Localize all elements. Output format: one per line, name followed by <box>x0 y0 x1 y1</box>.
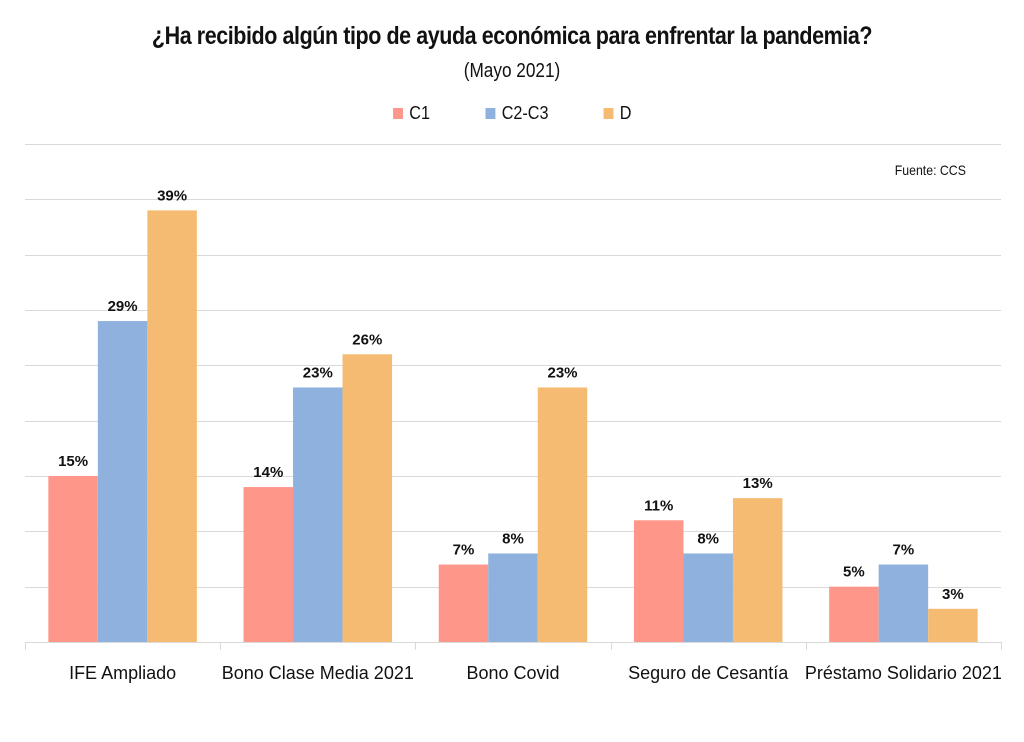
x-tick-label: Bono Covid <box>466 663 559 683</box>
x-tick-label: IFE Ampliado <box>69 663 176 683</box>
legend-swatch-c1 <box>393 108 403 119</box>
legend-item-c1: C1 <box>393 103 430 124</box>
data-label: 23% <box>303 364 333 381</box>
data-label: 5% <box>843 564 865 581</box>
source-note: Fuente: CCS <box>894 162 966 178</box>
data-label: 39% <box>157 187 187 204</box>
legend-swatch-c2c3 <box>485 108 496 119</box>
bar <box>878 564 929 642</box>
bar <box>829 586 879 642</box>
bar <box>342 354 393 642</box>
bar <box>243 487 294 642</box>
legend: C1 C2-C3 D <box>0 103 1024 124</box>
x-tick-label: Seguro de Cesantía <box>628 663 789 683</box>
data-label: 29% <box>108 298 138 315</box>
bar <box>928 608 978 642</box>
legend-swatch-d <box>603 108 614 119</box>
bar <box>683 553 733 642</box>
data-label: 15% <box>58 453 88 470</box>
chart-subtitle: (Mayo 2021) <box>463 60 561 82</box>
x-tick-label: Bono Clase Media 2021 <box>222 663 414 683</box>
legend-item-d: D <box>603 103 632 124</box>
data-label: 13% <box>743 475 773 492</box>
data-label: 8% <box>502 530 524 547</box>
data-label: 23% <box>547 364 577 381</box>
bar <box>97 321 148 642</box>
bar <box>293 387 343 642</box>
data-label: 26% <box>352 331 382 348</box>
data-label: 8% <box>697 530 719 547</box>
legend-item-c2c3: C2-C3 <box>485 103 549 124</box>
data-label: 14% <box>253 464 283 481</box>
data-label: 7% <box>453 542 475 559</box>
data-label: 11% <box>644 497 673 514</box>
bar <box>147 210 197 642</box>
bar <box>488 553 538 642</box>
bar <box>732 498 783 642</box>
bar <box>537 387 588 642</box>
legend-label-c1: C1 <box>409 103 430 123</box>
chart-title: ¿Ha recibido algún tipo de ayuda económi… <box>151 22 873 50</box>
bar <box>633 520 684 642</box>
legend-label-d: D <box>619 103 632 123</box>
bar <box>48 476 98 642</box>
bar <box>438 564 489 642</box>
legend-label-c2c3: C2-C3 <box>501 103 549 123</box>
data-label: 3% <box>942 586 964 603</box>
x-tick-label: Préstamo Solidario 2021 <box>805 663 1002 683</box>
data-label: 7% <box>893 542 915 559</box>
